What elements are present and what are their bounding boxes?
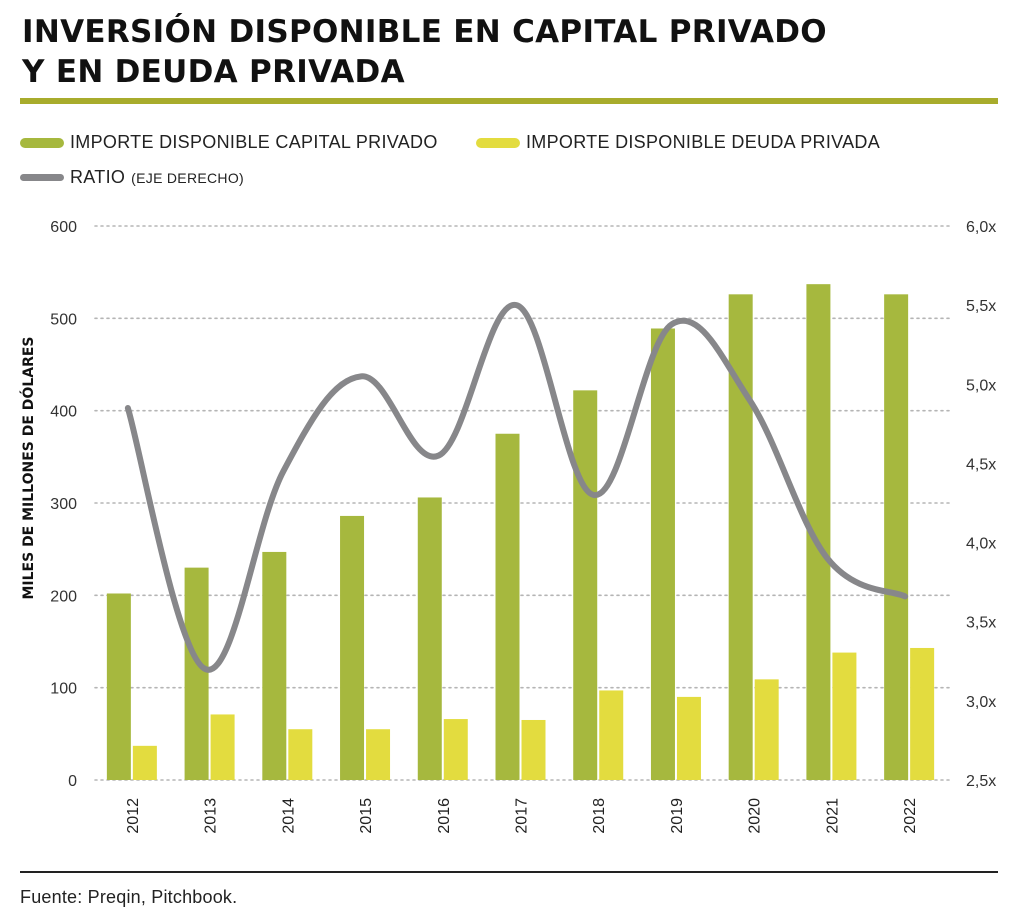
bar-capital — [884, 294, 909, 780]
y-tick-label: 500 — [50, 311, 77, 328]
x-tick-label: 2019 — [669, 798, 686, 834]
bar-capital — [650, 328, 675, 780]
bar-deuda — [366, 729, 391, 780]
y2-tick-label: 4,0x — [966, 536, 996, 553]
legend-note-ratio: (EJE DERECHO) — [131, 169, 244, 186]
x-tick-label: 2021 — [824, 798, 841, 834]
y2-tick-label: 6,0x — [966, 219, 996, 236]
bar-deuda — [832, 652, 857, 780]
bar-capital — [184, 567, 209, 780]
y-tick-label: 200 — [50, 588, 77, 605]
x-tick-label: 2012 — [125, 798, 142, 834]
bar-deuda — [599, 690, 624, 780]
bar-deuda — [910, 647, 935, 780]
legend-label-capital: IMPORTE DISPONIBLE CAPITAL PRIVADO — [70, 132, 438, 152]
source-note: Fuente: Preqin, Pitchbook. — [20, 887, 238, 907]
ratio-line — [124, 302, 909, 673]
bar-capital — [417, 497, 442, 780]
chart-title: INVERSIÓN DISPONIBLE EN CAPITAL PRIVADO … — [22, 12, 1002, 92]
x-tick-label: 2022 — [902, 798, 919, 834]
y-tick-label: 600 — [50, 219, 77, 236]
y-tick-label: 300 — [50, 496, 77, 513]
bar-capital — [495, 433, 520, 780]
y-axis-label: MILES DE MILLONES DE DÓLARES — [19, 336, 37, 599]
bar-capital — [106, 593, 131, 780]
title-line-2: Y EN DEUDA PRIVADA — [22, 54, 405, 90]
bar-deuda — [132, 745, 157, 780]
x-tick-label: 2013 — [203, 798, 220, 834]
title-line-1: INVERSIÓN DISPONIBLE EN CAPITAL PRIVADO — [22, 14, 827, 50]
y2-tick-label: 2,5x — [966, 773, 996, 790]
y2-tick-label: 5,0x — [966, 377, 996, 394]
bar-deuda — [288, 729, 313, 780]
chart-area: 0 100 200 300 400 500 600 2,5x 3,0x 3,5x 4,0x 4,5x 5… — [19, 219, 996, 834]
legend-item-capital: IMPORTE DISPONIBLE CAPITAL PRIVADO — [20, 132, 438, 153]
x-tick-label: 2017 — [514, 798, 531, 834]
y2-tick-label: 3,0x — [966, 694, 996, 711]
x-tick-label: 2016 — [436, 798, 453, 834]
x-tick-label: 2015 — [358, 798, 375, 834]
y-tick-label: 0 — [68, 773, 77, 790]
legend-item-deuda: IMPORTE DISPONIBLE DEUDA PRIVADA — [476, 132, 880, 153]
legend-swatch-deuda — [476, 137, 520, 148]
footer-rule — [20, 871, 998, 873]
bar-capital — [573, 390, 598, 780]
x-tick-label: 2018 — [591, 798, 608, 834]
legend-swatch-capital — [20, 137, 64, 148]
legend-item-ratio: RATIO (EJE DERECHO) — [20, 167, 244, 188]
bar-deuda — [676, 696, 701, 780]
legend-label-ratio: RATIO — [70, 167, 126, 187]
bar-deuda — [443, 719, 468, 780]
bar-deuda — [754, 679, 779, 780]
y2-tick-label: 3,5x — [966, 615, 996, 632]
y2-tick-label: 4,5x — [966, 456, 996, 473]
y-tick-label: 400 — [50, 404, 77, 421]
legend-label-deuda: IMPORTE DISPONIBLE DEUDA PRIVADA — [526, 132, 881, 152]
x-tick-label: 2014 — [280, 798, 297, 834]
bar-deuda — [521, 719, 546, 780]
title-rule — [20, 98, 998, 104]
x-tick-label: 2020 — [747, 798, 764, 834]
legend-swatch-ratio — [20, 174, 64, 181]
y-tick-label: 100 — [50, 681, 77, 698]
bar-capital — [340, 515, 365, 780]
bar-deuda — [210, 714, 235, 780]
y2-tick-label: 5,5x — [966, 298, 996, 315]
bar-capital — [262, 551, 287, 780]
